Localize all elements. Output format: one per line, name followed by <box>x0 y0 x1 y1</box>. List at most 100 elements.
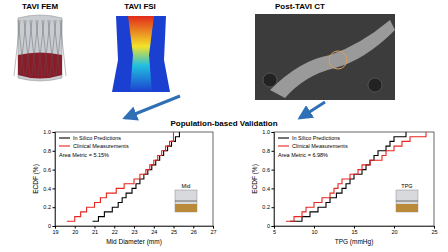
x-tick: 26 <box>191 226 197 235</box>
x-tick-label: 5 <box>273 229 276 235</box>
x-tick: 5 <box>273 226 276 235</box>
legend-label: In Silico Predictions <box>292 135 340 141</box>
x-tick: 25 <box>171 226 177 235</box>
figure-title: Population-based Validation <box>170 119 277 128</box>
y-tick: 0.6 <box>43 167 55 173</box>
y-tick: 0.8 <box>43 148 55 154</box>
x-tick: 15 <box>351 226 357 235</box>
annotation: Area Metric = 6.98% <box>278 152 328 158</box>
y-tick: 0 <box>48 223 55 229</box>
x-tick: 19 <box>52 226 58 235</box>
x-axis-title: Mid Diameter (mm) <box>106 238 162 246</box>
y-axis: 0 0.2 0.4 0.6 0.8 1.0 <box>262 129 274 229</box>
legend-swatch <box>59 137 70 138</box>
x-tick: 22 <box>112 226 118 235</box>
plot-frame <box>55 132 213 226</box>
x-tick: 25 <box>431 226 437 235</box>
ct-illustration <box>255 14 395 100</box>
y-tick: 0.2 <box>43 204 55 210</box>
inset <box>175 190 197 212</box>
legend-swatch <box>278 137 289 138</box>
x-tick-label: 20 <box>72 229 78 235</box>
x-axis-title: TPG (mmHg) <box>335 238 374 246</box>
x-tick: 21 <box>92 226 98 235</box>
chart: 51015202500.20.40.60.81.0TPG (mmHg)ECDF … <box>251 129 438 246</box>
y-tick-mark <box>272 207 275 208</box>
fsi-illustration <box>112 16 170 92</box>
arrow <box>125 96 180 118</box>
x-tick-label: 25 <box>171 229 177 235</box>
ecdf-line <box>290 132 406 221</box>
y-tick-mark <box>53 188 56 189</box>
legend: In Silico Predictions Clinical Measuremen… <box>278 135 348 149</box>
y-tick-label: 0.8 <box>262 148 270 154</box>
y-axis: 0 0.2 0.4 0.6 0.8 1.0 <box>43 129 55 229</box>
legend-swatch <box>59 145 70 146</box>
y-tick-mark <box>53 170 56 171</box>
y-tick: 1.0 <box>43 129 55 135</box>
inset-label: Mid <box>182 183 191 189</box>
legend-swatch <box>278 145 289 146</box>
y-axis-title: ECDF (%) <box>251 164 259 194</box>
y-axis-line <box>272 133 275 227</box>
y-tick-mark <box>272 188 275 189</box>
y-axis-line <box>53 133 56 227</box>
annotation: Area Metric = 5.15% <box>59 152 109 158</box>
y-tick-label: 1.0 <box>43 129 51 135</box>
y-tick-label: 0.4 <box>43 186 51 192</box>
y-tick-label: 0.8 <box>43 148 51 154</box>
fem-illustration <box>14 15 66 81</box>
x-tick-label: 27 <box>210 229 216 235</box>
x-tick-label: 21 <box>92 229 98 235</box>
panel-label: Post-TAVI CT <box>275 2 325 11</box>
x-tick: 10 <box>311 226 317 235</box>
plot-frame <box>274 132 434 226</box>
y-tick-label: 0.6 <box>43 167 51 173</box>
y-tick: 0.8 <box>262 148 274 154</box>
x-tick-label: 19 <box>52 229 58 235</box>
y-tick-label: 0 <box>267 223 270 229</box>
y-tick: 0.6 <box>262 167 274 173</box>
inset <box>396 190 418 212</box>
y-tick-mark <box>272 226 275 227</box>
legend-label: Clinical Measurements <box>73 143 129 149</box>
y-tick-mark <box>53 151 56 152</box>
legend-label: Clinical Measurements <box>292 143 348 149</box>
ecdf-line <box>286 132 426 221</box>
panel-label: TAVI FEM <box>22 2 58 11</box>
x-tick: 23 <box>131 226 137 235</box>
x-tick: 24 <box>151 226 157 235</box>
y-tick-mark <box>53 207 56 208</box>
y-tick-mark <box>272 132 275 133</box>
inset-label: TPG <box>401 183 412 189</box>
y-tick: 0 <box>267 223 274 229</box>
ecdf-line <box>67 132 174 221</box>
y-tick-label: 0.2 <box>262 204 270 210</box>
panel-label: TAVI FSI <box>124 2 156 11</box>
chart: 19 20 21 22 23 24 25 26 27 0 0.2 0.4 0.6 0.8 1.0 Mid Di… <box>32 129 217 246</box>
x-tick-label: 25 <box>431 229 437 235</box>
figure: TAVI FEM TAVI FSI Post-TAVI CT Population-b… <box>0 0 448 252</box>
x-tick-label: 24 <box>151 229 157 235</box>
y-tick-mark <box>53 132 56 133</box>
legend: In Silico PredictionsClinical Measuremen… <box>59 135 129 149</box>
plot-area <box>286 132 426 221</box>
x-tick-label: 26 <box>191 229 197 235</box>
x-tick-label: 10 <box>311 229 317 235</box>
x-tick: 20 <box>72 226 78 235</box>
x-tick-label: 22 <box>112 229 118 235</box>
y-tick: 0.4 <box>262 186 274 192</box>
y-tick-label: 0 <box>48 223 51 229</box>
y-tick: 1.0 <box>262 129 274 135</box>
y-tick-mark <box>272 151 275 152</box>
y-tick-mark <box>272 170 275 171</box>
x-tick-label: 15 <box>351 229 357 235</box>
x-axis: 510152025 <box>273 226 438 235</box>
y-tick-label: 0.2 <box>43 204 51 210</box>
y-tick: 0.4 <box>43 186 55 192</box>
x-axis: 19 20 21 22 23 24 25 26 27 <box>52 226 216 235</box>
y-tick-label: 0.6 <box>262 167 270 173</box>
y-axis-title: ECDF (%) <box>32 164 40 194</box>
x-tick: 27 <box>210 226 216 235</box>
y-tick-mark <box>53 226 56 227</box>
